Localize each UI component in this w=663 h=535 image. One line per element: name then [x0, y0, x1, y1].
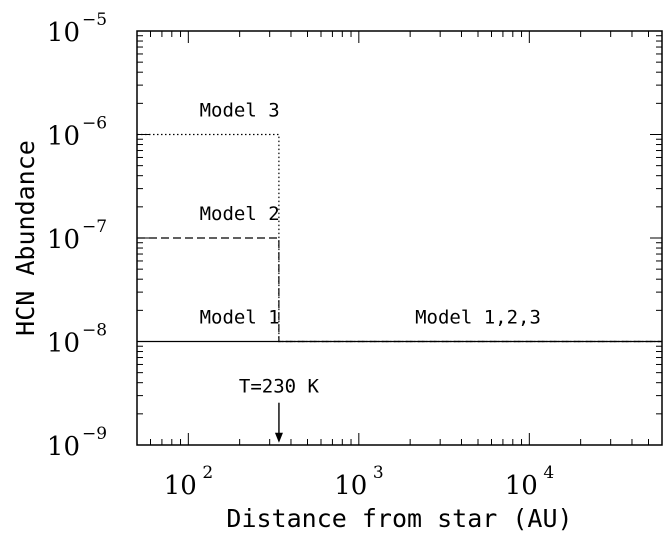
y-tick-exponent: −9	[82, 424, 107, 444]
y-tick-label: 10	[47, 225, 80, 255]
y-axis-label: HCN Abundance	[11, 140, 40, 336]
x-tick-exponent: 2	[202, 463, 213, 483]
tick-labels-group: 10 2 10 3 10 410 −910 −810 −710 −610 −5	[47, 10, 554, 501]
annotation-label: Model 3	[200, 99, 280, 121]
series-line-3	[137, 133, 662, 343]
y-tick-exponent: −8	[82, 321, 107, 341]
arrow-head	[274, 432, 283, 443]
y-tick-exponent: −5	[82, 10, 107, 30]
x-tick-exponent: 4	[543, 463, 554, 483]
x-tick-exponent: 3	[373, 463, 384, 483]
annotation-label: Model 2	[200, 203, 280, 225]
axis-ticks	[136, 30, 663, 446]
series-group	[137, 133, 662, 343]
x-tick-label: 10	[505, 471, 538, 501]
x-tick-label: 10	[334, 471, 367, 501]
annotation-label: Model 1,2,3	[415, 306, 541, 328]
x-axis-label: Distance from star (AU)	[226, 504, 572, 533]
y-tick-label: 10	[47, 432, 80, 462]
x-tick-label: 10	[164, 471, 197, 501]
annotations-group: Model 3 Model 2 Model 1 Model 1,2,3 T=230 K	[200, 99, 541, 443]
annotation-label: Model 1	[200, 306, 280, 328]
y-tick-label: 10	[47, 18, 80, 48]
y-tick-exponent: −7	[82, 217, 107, 237]
y-tick-label: 10	[47, 122, 80, 152]
plot-frame	[136, 30, 663, 446]
y-tick-label: 10	[47, 329, 80, 359]
annotation-label: T=230 K	[239, 376, 320, 398]
y-tick-exponent: −6	[82, 114, 107, 134]
